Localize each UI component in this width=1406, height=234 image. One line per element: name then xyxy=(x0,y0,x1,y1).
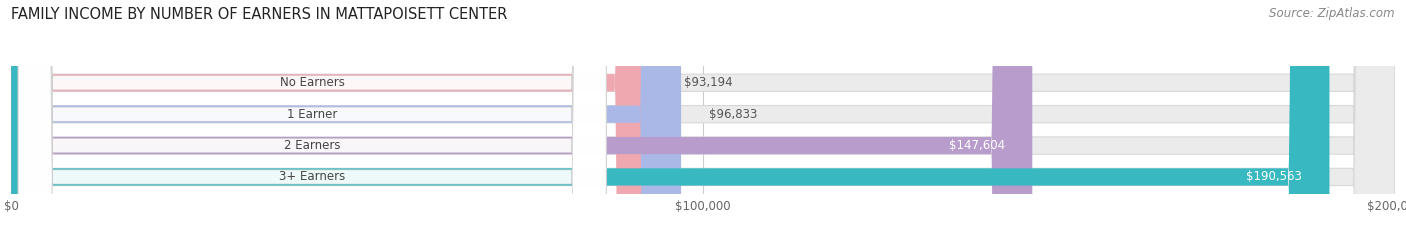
FancyBboxPatch shape xyxy=(11,0,1032,234)
FancyBboxPatch shape xyxy=(11,0,657,234)
Text: No Earners: No Earners xyxy=(280,76,344,89)
Text: Source: ZipAtlas.com: Source: ZipAtlas.com xyxy=(1270,7,1395,20)
FancyBboxPatch shape xyxy=(11,0,681,234)
FancyBboxPatch shape xyxy=(11,0,1395,234)
Text: $96,833: $96,833 xyxy=(709,108,758,121)
FancyBboxPatch shape xyxy=(11,0,1395,234)
Text: $190,563: $190,563 xyxy=(1246,170,1302,183)
FancyBboxPatch shape xyxy=(18,0,606,234)
Text: $147,604: $147,604 xyxy=(949,139,1005,152)
FancyBboxPatch shape xyxy=(18,0,606,234)
FancyBboxPatch shape xyxy=(11,0,1395,234)
Text: 1 Earner: 1 Earner xyxy=(287,108,337,121)
Text: 3+ Earners: 3+ Earners xyxy=(278,170,346,183)
FancyBboxPatch shape xyxy=(18,0,606,234)
Text: FAMILY INCOME BY NUMBER OF EARNERS IN MATTAPOISETT CENTER: FAMILY INCOME BY NUMBER OF EARNERS IN MA… xyxy=(11,7,508,22)
FancyBboxPatch shape xyxy=(11,0,1330,234)
Text: $93,194: $93,194 xyxy=(683,76,733,89)
Text: 2 Earners: 2 Earners xyxy=(284,139,340,152)
FancyBboxPatch shape xyxy=(11,0,1395,234)
FancyBboxPatch shape xyxy=(18,0,606,234)
